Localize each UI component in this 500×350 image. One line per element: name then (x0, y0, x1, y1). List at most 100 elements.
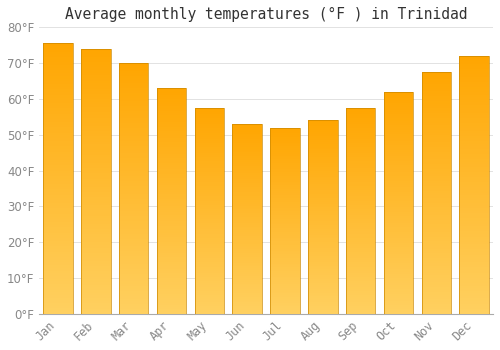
Bar (157, 172, 186, 174)
Bar (157, 192, 186, 194)
Bar (44, 181, 73, 184)
Bar (308, 217, 338, 219)
Bar (384, 292, 413, 294)
Bar (194, 196, 224, 198)
Bar (422, 205, 451, 208)
Bar (119, 234, 148, 236)
Bar (119, 276, 148, 279)
Bar (384, 289, 413, 292)
Bar (44, 295, 73, 298)
Bar (460, 231, 489, 234)
Bar (119, 171, 148, 174)
Bar (460, 120, 489, 123)
Bar (119, 261, 148, 264)
Bar (270, 254, 300, 256)
Bar (308, 234, 338, 237)
Bar (81, 49, 110, 314)
Bar (232, 166, 262, 168)
Bar (232, 242, 262, 244)
Bar (194, 176, 224, 178)
Bar (194, 295, 224, 298)
Bar (194, 266, 224, 268)
Bar (308, 209, 338, 211)
Bar (157, 93, 186, 95)
Bar (346, 120, 376, 122)
Bar (157, 106, 186, 108)
Bar (460, 229, 489, 231)
Bar (308, 256, 338, 258)
Bar (308, 184, 338, 186)
Bar (422, 307, 451, 309)
Bar (270, 163, 300, 165)
Bar (157, 131, 186, 133)
Bar (270, 273, 300, 275)
Bar (384, 218, 413, 220)
Bar (81, 171, 110, 173)
Bar (270, 128, 300, 314)
Bar (460, 123, 489, 126)
Bar (270, 219, 300, 221)
Bar (346, 279, 376, 281)
Bar (346, 308, 376, 310)
Bar (232, 147, 262, 149)
Bar (422, 91, 451, 94)
Bar (119, 256, 148, 259)
Bar (460, 92, 489, 94)
Bar (194, 223, 224, 225)
Bar (232, 177, 262, 179)
Bar (460, 69, 489, 71)
Bar (81, 107, 110, 110)
Bar (384, 167, 413, 169)
Bar (157, 237, 186, 239)
Bar (157, 199, 186, 201)
Bar (119, 113, 148, 116)
Bar (157, 88, 186, 314)
Bar (157, 233, 186, 235)
Bar (157, 228, 186, 230)
Bar (232, 194, 262, 196)
Bar (157, 156, 186, 158)
Bar (194, 233, 224, 236)
Bar (81, 205, 110, 208)
Bar (270, 204, 300, 206)
Bar (308, 142, 338, 143)
Bar (384, 307, 413, 309)
Bar (460, 169, 489, 172)
Bar (232, 289, 262, 291)
Bar (308, 215, 338, 217)
Bar (346, 149, 376, 151)
Bar (81, 139, 110, 141)
Bar (157, 219, 186, 221)
Bar (308, 260, 338, 262)
Bar (346, 178, 376, 180)
Bar (81, 229, 110, 232)
Bar (346, 215, 376, 217)
Bar (157, 208, 186, 210)
Bar (119, 289, 148, 291)
Bar (270, 258, 300, 260)
Bar (270, 312, 300, 314)
Bar (119, 284, 148, 286)
Bar (422, 304, 451, 307)
Bar (157, 266, 186, 269)
Bar (270, 133, 300, 135)
Bar (346, 114, 376, 116)
Bar (157, 174, 186, 176)
Bar (384, 178, 413, 181)
Bar (194, 275, 224, 277)
Bar (270, 165, 300, 167)
Bar (384, 176, 413, 178)
Bar (460, 306, 489, 309)
Bar (384, 92, 413, 94)
Bar (119, 224, 148, 226)
Bar (346, 184, 376, 186)
Bar (232, 253, 262, 255)
Bar (194, 248, 224, 250)
Bar (232, 141, 262, 143)
Bar (308, 205, 338, 208)
Bar (384, 252, 413, 254)
Bar (194, 186, 224, 188)
Bar (384, 250, 413, 252)
Bar (232, 304, 262, 306)
Bar (308, 285, 338, 287)
